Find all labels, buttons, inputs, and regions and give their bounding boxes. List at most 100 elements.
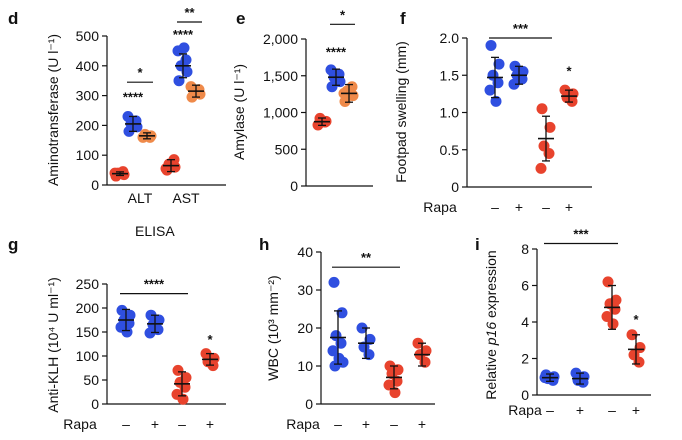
treatment-sign: + [632, 402, 640, 418]
data-point [607, 318, 619, 330]
y-axis-title: Aminotransferase (U l⁻¹) [45, 34, 61, 186]
treatment-sign: – [122, 416, 130, 432]
data-point [536, 103, 548, 115]
data-point [490, 95, 502, 107]
data-point [566, 95, 578, 107]
y-tick-label: 100 [76, 348, 100, 364]
y-tick-label: 0 [451, 179, 459, 195]
significance-label: **** [123, 90, 144, 105]
significance-label: * [566, 63, 572, 78]
y-axis-title: Anti-KLH (10⁴ U ml⁻¹) [45, 277, 61, 413]
panel-f: f 0 0.5 1.0 1.5 2.0 Footpad swelling (mm) Rapa –… [393, 9, 592, 215]
y-tick-label: 4 [521, 314, 529, 330]
data-point [485, 39, 497, 51]
y-tick-label: 500 [275, 141, 299, 157]
y-tick-label: 2.0 [440, 30, 460, 46]
y-tick-label: 1.5 [440, 67, 460, 83]
panel-letter: f [400, 9, 406, 28]
y-tick-label: 50 [83, 372, 99, 388]
significance-label: *** [573, 227, 589, 242]
data-point [508, 78, 520, 90]
treatment-sign: – [334, 416, 342, 432]
y-tick-label: 1,000 [263, 105, 298, 121]
data-point [160, 163, 172, 175]
data-point [331, 70, 343, 82]
y-axis-title: WBC (10³ mm⁻²) [265, 275, 281, 380]
data-point [178, 42, 190, 54]
significance-label: * [340, 7, 346, 22]
treatment-sign: + [515, 199, 523, 215]
treatment-sign: – [178, 416, 186, 432]
data-point [601, 311, 613, 323]
y-tick-label: 0 [91, 177, 99, 193]
y-tick-label: 20 [297, 320, 313, 336]
y-tick-label: 100 [76, 147, 100, 163]
significance-label: ** [184, 5, 195, 20]
treatment-sign: + [206, 416, 214, 432]
data-point [389, 387, 401, 399]
y-tick-label: 0 [305, 396, 313, 412]
treatment-sign: – [546, 402, 554, 418]
data-point [128, 119, 140, 131]
y-tick-label: 0 [91, 396, 99, 412]
y-tick-label: 250 [76, 276, 100, 292]
data-point [116, 304, 128, 316]
data-point [633, 356, 645, 368]
data-point [383, 379, 395, 391]
data-point [144, 327, 156, 339]
y-tick-label: 0.5 [440, 142, 460, 158]
rapa-row-label: Rapa [286, 416, 320, 432]
panel-letter: h [259, 235, 269, 254]
treatment-sign: – [491, 199, 499, 215]
data-point [328, 276, 340, 288]
significance-label: *** [513, 21, 529, 36]
data-point [185, 81, 197, 93]
data-point [121, 326, 133, 338]
y-tick-label: 500 [76, 28, 100, 44]
y-tick-label: 0 [521, 387, 529, 403]
y-tick-label: 150 [76, 324, 100, 340]
x-category-label: AST [172, 190, 200, 206]
y-tick-label: 2,000 [263, 31, 298, 47]
data-point [544, 121, 556, 133]
data-point [336, 307, 348, 319]
significance-label: **** [144, 277, 165, 292]
treatment-sign: – [608, 402, 616, 418]
x-category-label: ALT [128, 190, 153, 206]
data-point [122, 110, 134, 122]
panel-letter: e [236, 9, 245, 28]
rapa-row-label: Rapa [508, 402, 542, 418]
data-point [634, 342, 646, 354]
y-tick-label: 2 [521, 351, 529, 367]
data-point [364, 333, 376, 345]
panel-letter: g [8, 235, 18, 254]
panel-d: d 0 100 200 300 400 500 Aminotransferase (U l⁻¹… [8, 5, 226, 206]
treatment-sign: + [151, 416, 159, 432]
panel-g: g ELISA 0 50 100 150 200 250 Anti-KLH (10⁴ U ml⁻… [8, 223, 226, 432]
y-tick-label: 300 [76, 88, 100, 104]
data-point [339, 95, 351, 107]
y-tick-label: 8 [521, 241, 529, 257]
y-axis-title: Relative p16 expression [483, 250, 499, 399]
significance-label: * [137, 65, 143, 80]
y-tick-label: 200 [76, 300, 100, 316]
y-axis-title: Amylase (U l⁻¹) [231, 64, 247, 160]
rapa-row-label: Rapa [423, 199, 457, 215]
data-point [484, 84, 496, 96]
data-point [327, 345, 339, 357]
treatment-sign: – [542, 199, 550, 215]
treatment-sign: + [418, 416, 426, 432]
y-tick-label: 0 [290, 178, 298, 194]
significance-label: * [207, 332, 213, 347]
panel-letter: d [8, 9, 18, 28]
treatment-sign: + [362, 416, 370, 432]
data-point [602, 276, 614, 288]
y-tick-label: 1,500 [263, 68, 298, 84]
data-point [326, 81, 338, 93]
treatment-sign: + [565, 199, 573, 215]
data-point [172, 364, 184, 376]
significance-label: **** [173, 27, 194, 42]
